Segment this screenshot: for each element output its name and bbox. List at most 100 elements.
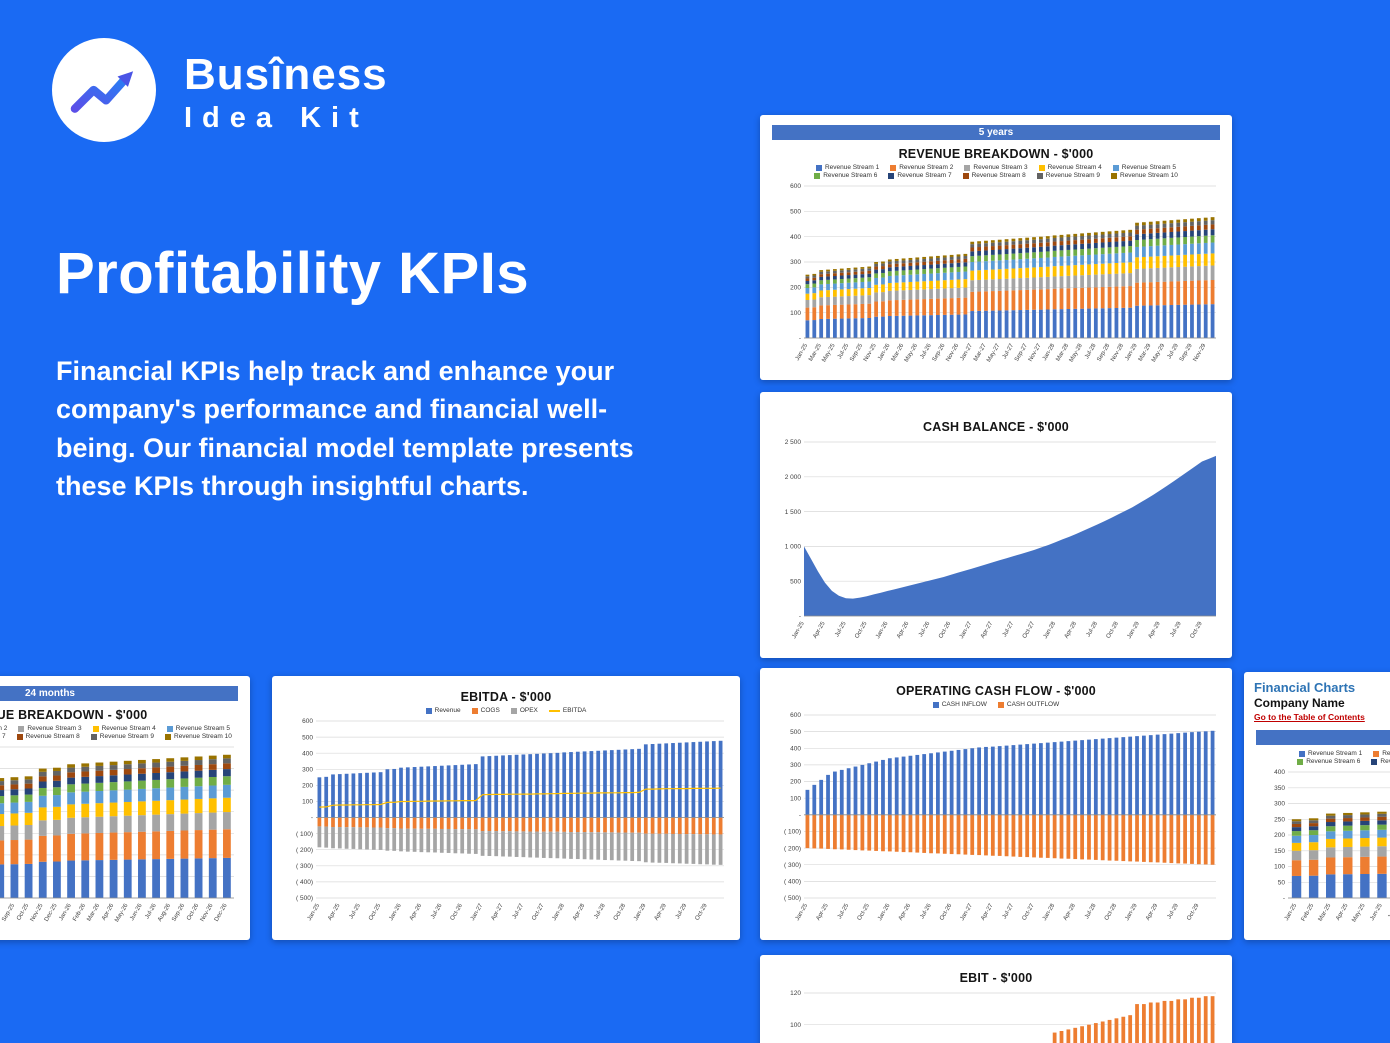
chart-title: REVENUE BREAKDOWN - $'000 (0, 708, 148, 722)
legend-swatch-icon (890, 164, 897, 171)
svg-text:( 100): ( 100) (296, 831, 313, 838)
page-description: Financial KPIs help track and enhance yo… (56, 356, 634, 501)
svg-text:200: 200 (790, 285, 801, 292)
svg-text:Nov-26: Nov-26 (945, 342, 960, 362)
legend-item: COGS (471, 707, 500, 714)
svg-text:Apr-27: Apr-27 (491, 902, 506, 921)
legend-swatch-icon (814, 172, 821, 179)
svg-text:Jul-28: Jul-28 (1084, 342, 1098, 360)
legend-item: Revenue Stream 9 (1036, 172, 1100, 179)
chart-title: CASH BALANCE - $'000 (923, 420, 1069, 434)
svg-text:Apr-25: Apr-25 (1335, 902, 1350, 921)
svg-text:Feb-26: Feb-26 (72, 902, 87, 922)
legend-swatch-icon (1373, 750, 1380, 757)
svg-text:Apr-28: Apr-28 (1064, 620, 1079, 639)
legend-swatch-icon (1298, 750, 1305, 757)
svg-text:100: 100 (790, 1022, 801, 1029)
table-of-contents-link[interactable]: Go to the Table of Contents (1254, 712, 1365, 722)
svg-text:Jan-28: Jan-28 (1043, 620, 1058, 639)
brand-name-line1: Busîness (184, 50, 388, 99)
cash-balance-card: CASH BALANCE - $'000 2 500 2 000 1 500 1 00… (760, 392, 1232, 658)
legend-item: CASH INFLOW (932, 701, 987, 708)
svg-text:Apr-25: Apr-25 (812, 620, 827, 639)
svg-text:Apr-28: Apr-28 (572, 902, 587, 921)
svg-text:Jul-29: Jul-29 (675, 902, 689, 920)
svg-text:Apr-28: Apr-28 (1063, 902, 1078, 921)
svg-text:May-25: May-25 (821, 342, 837, 363)
legend-swatch-icon (964, 164, 971, 171)
svg-text:Nov-25: Nov-25 (30, 902, 45, 922)
revenue-breakdown-24m-card: 24 months REVENUE BREAKDOWN - $'000 Reve… (0, 676, 250, 940)
svg-text:Apr-27: Apr-27 (980, 620, 995, 639)
legend-item: Revenue Stream 4 (92, 725, 156, 732)
legend-swatch-icon (92, 725, 99, 732)
svg-text:100: 100 (790, 795, 801, 802)
legend-swatch-icon (90, 733, 97, 740)
svg-text:( 300): ( 300) (296, 863, 313, 870)
legend-item: Revenue Stream 3 (18, 725, 82, 732)
svg-text:Oct-26: Oct-26 (450, 902, 465, 921)
svg-text:Oct-25: Oct-25 (854, 620, 869, 639)
legend-swatch-icon (1112, 164, 1119, 171)
legend-item: Revenue Stream 6 (814, 172, 877, 179)
brand-name-line2: Idea Kit (184, 102, 369, 134)
svg-text:400: 400 (1274, 769, 1285, 776)
svg-text:500: 500 (302, 734, 313, 741)
svg-text:-: - (1283, 895, 1285, 902)
svg-text:2 000: 2 000 (785, 474, 802, 481)
legend-item: Revenue Stream 6 (1297, 758, 1360, 765)
svg-text:200: 200 (1274, 832, 1285, 839)
legend-item: Revenue Stream 10 (1111, 172, 1178, 179)
legend-item: Revenue Stream 1 (1298, 750, 1362, 757)
svg-text:Apr-26: Apr-26 (896, 620, 911, 639)
svg-text:Jul-25: Jul-25 (837, 342, 851, 360)
svg-text:Jan-29: Jan-29 (1127, 620, 1142, 639)
svg-text:Jul-25: Jul-25 (349, 902, 363, 920)
svg-text:Jan-25: Jan-25 (795, 342, 810, 361)
svg-text:Jan-27: Jan-27 (960, 342, 975, 361)
ebitda-chart: 600 500 400 300 200 100 - ( 100) ( 200) ( 300) ( 4… (282, 716, 730, 932)
svg-text:Jul-26: Jul-26 (918, 620, 932, 638)
svg-text:Jul-27: Jul-27 (512, 902, 526, 920)
svg-text:May-29: May-29 (1151, 342, 1167, 363)
company-name: Company Name (1254, 696, 1345, 710)
svg-text:Apr-25: Apr-25 (816, 902, 831, 921)
legend-item: Revenue Stream 2 (890, 164, 953, 171)
svg-text:Oct-26: Oct-26 (186, 902, 201, 921)
chart-legend: CASH INFLOW CASH OUTFLOW (770, 701, 1222, 708)
svg-text:Oct-28: Oct-28 (1104, 902, 1119, 921)
svg-text:600: 600 (302, 718, 313, 725)
svg-text:-: - (799, 812, 801, 819)
svg-text:Oct-27: Oct-27 (1022, 620, 1037, 639)
svg-text:350: 350 (1274, 785, 1285, 792)
svg-text:( 500): ( 500) (296, 895, 313, 902)
svg-text:600: 600 (790, 183, 801, 190)
svg-text:Oct-25: Oct-25 (857, 902, 872, 921)
svg-text:( 200): ( 200) (296, 847, 313, 854)
svg-text:120: 120 (790, 990, 801, 997)
legend-item: Revenue Stream 2 (1373, 750, 1390, 757)
legend-item: Revenue Stream 5 (166, 725, 230, 732)
svg-text:Sep-25: Sep-25 (1, 902, 16, 922)
legend-item: Revenue Stream 8 (962, 172, 1026, 179)
svg-text:Jul-26: Jul-26 (144, 902, 158, 920)
legend-item: Revenue Stream 7 (1371, 758, 1390, 765)
chart-title: REVENUE BREAKDOWN - $'000 (898, 147, 1094, 161)
svg-text:Oct-26: Oct-26 (938, 620, 953, 639)
svg-text:Jan-26: Jan-26 (875, 620, 890, 639)
svg-text:Oct-27: Oct-27 (1022, 902, 1037, 921)
svg-text:200: 200 (302, 783, 313, 790)
svg-text:Jul-29: Jul-29 (1169, 620, 1183, 638)
legend-item: Revenue (425, 707, 461, 714)
svg-text:Oct-28: Oct-28 (613, 902, 628, 921)
page-title: Profitability KPIs (56, 241, 530, 306)
chart-title: EBITDA - $'000 (460, 690, 552, 704)
operating-cash-flow-card: OPERATING CASH FLOW - $'000 CASH INFLOW C… (760, 668, 1232, 940)
svg-text:Jan-29: Jan-29 (1124, 342, 1139, 361)
svg-text:Apr-29: Apr-29 (1145, 902, 1160, 921)
revenue-breakdown-24m-chart: 35030025020015010050-Jan-25Feb-25Mar-25A… (0, 742, 240, 932)
svg-text:-: - (799, 335, 801, 342)
svg-text:Jan-29: Jan-29 (633, 902, 648, 921)
